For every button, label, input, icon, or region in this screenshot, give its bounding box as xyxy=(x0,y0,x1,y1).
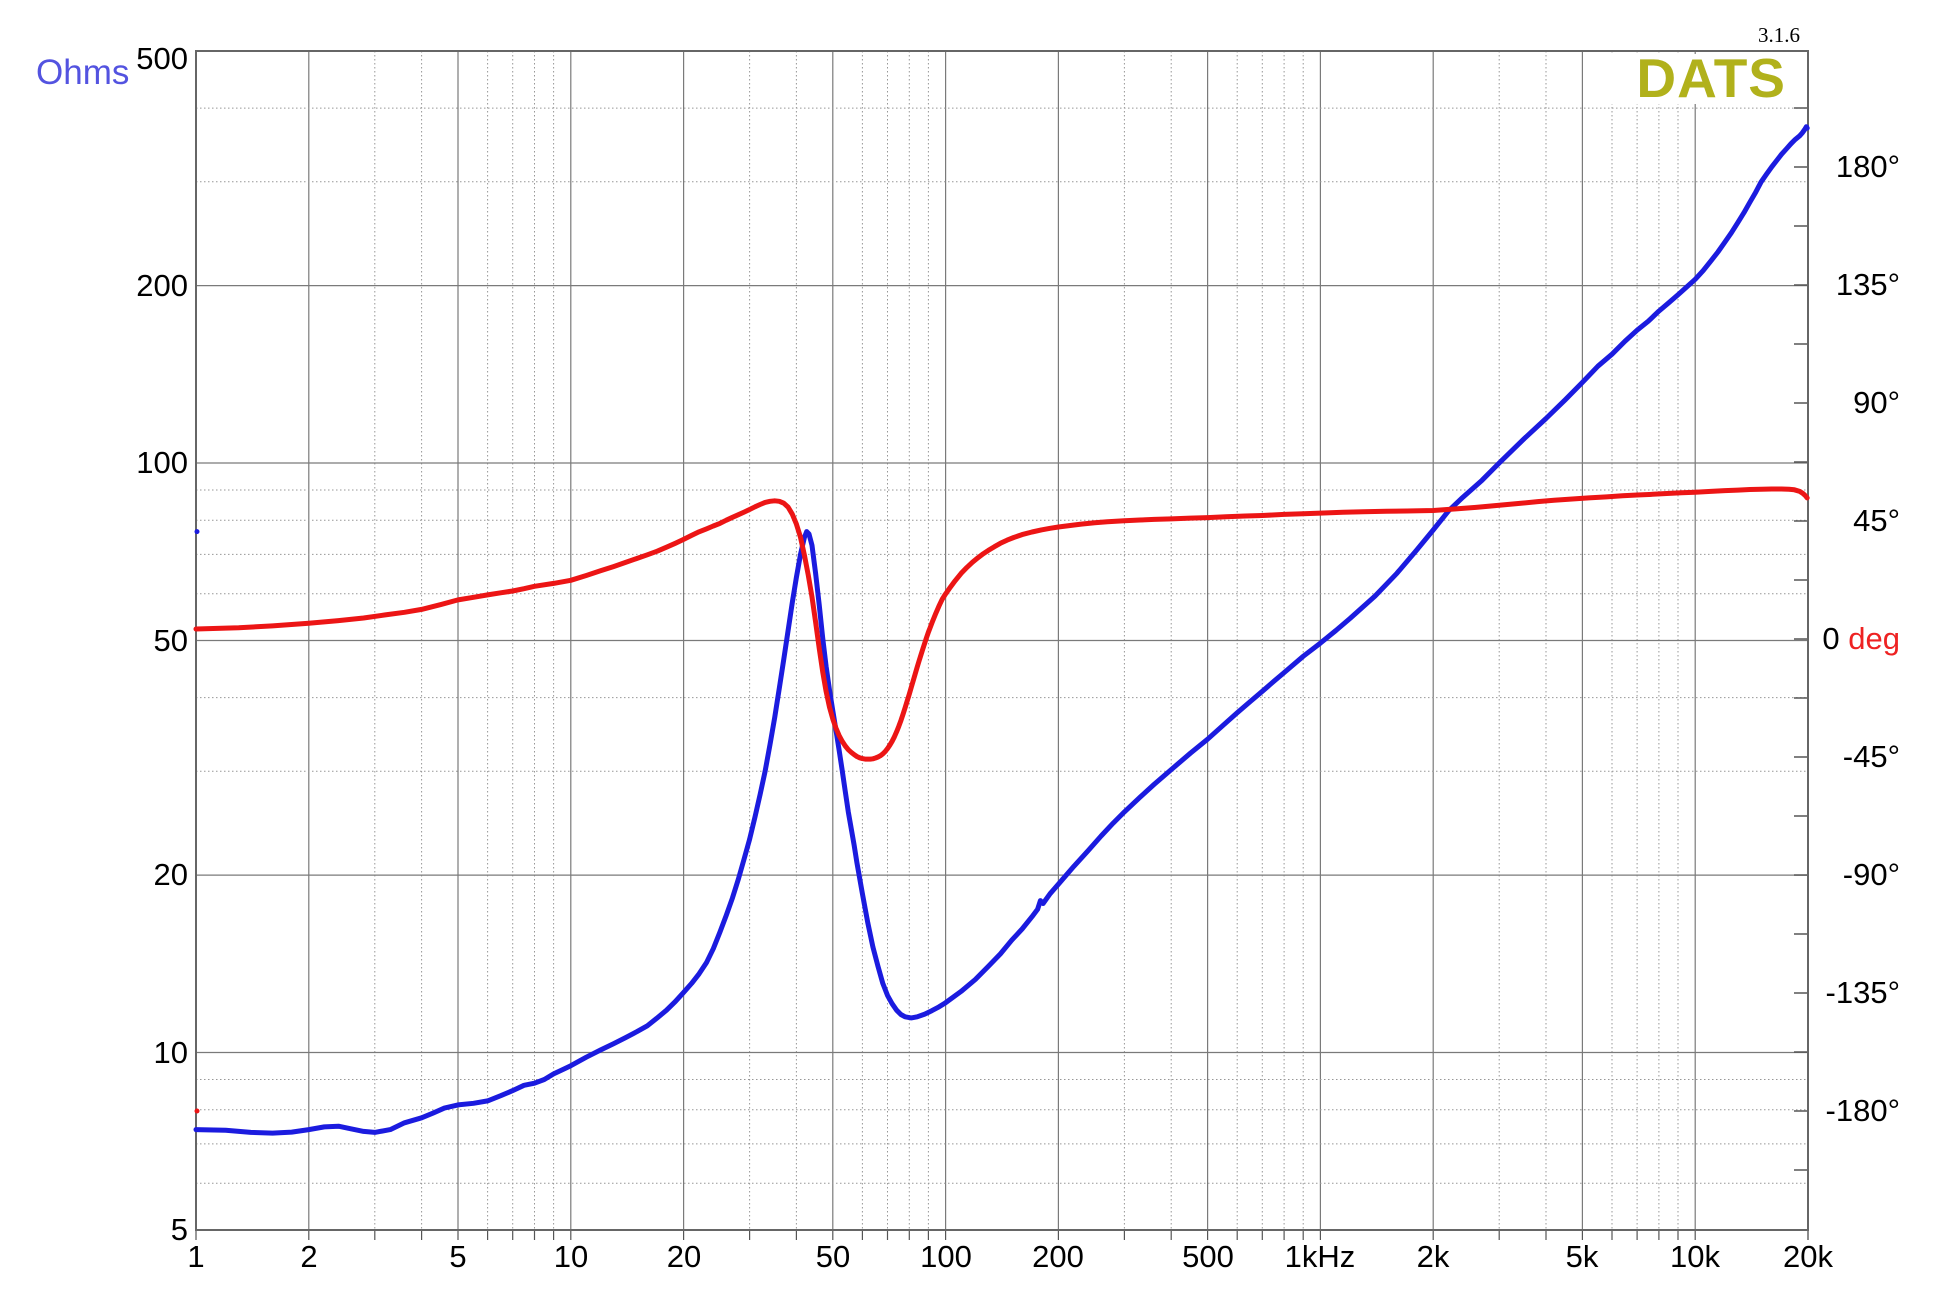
phase-tick-label-0deg: 0 deg xyxy=(1822,621,1900,656)
deg-axis-title: deg xyxy=(1848,621,1900,656)
phase-tick-label-180°: 180° xyxy=(1835,149,1900,184)
plot-border xyxy=(195,50,1809,1231)
x-tick-label-50: 50 xyxy=(815,1239,851,1274)
impedance-stray-dot xyxy=(194,529,200,535)
ohms-tick-label-5: 5 xyxy=(170,1212,188,1247)
version-text: 3.1.6 xyxy=(1758,23,1800,47)
x-tick-label-500: 500 xyxy=(1182,1239,1234,1274)
dats-logo: DATS xyxy=(1596,51,1786,106)
x-tick-label-2: 2 xyxy=(300,1239,318,1274)
x-tick-label-5: 5 xyxy=(449,1239,467,1274)
x-tick-label-100: 100 xyxy=(920,1239,972,1274)
x-tick-label-20: 20 xyxy=(666,1239,702,1274)
x-tick-label-10: 10 xyxy=(553,1239,589,1274)
left-axis-title-ohms: Ohms xyxy=(36,53,130,92)
phase-tick-label-90°: 90° xyxy=(1853,385,1900,420)
phase-curve xyxy=(193,486,1810,762)
ohms-tick-label-50: 50 xyxy=(153,623,188,658)
phase-tick-label--135°: -135° xyxy=(1825,975,1900,1010)
ohms-tick-label-10: 10 xyxy=(153,1035,188,1070)
phase-tick-label-45°: 45° xyxy=(1853,503,1900,538)
x-tick-label-1: 1 xyxy=(187,1239,205,1274)
ohms-tick-label-500: 500 xyxy=(136,41,188,76)
x-tick-label-20k: 20k xyxy=(1783,1239,1833,1274)
phase-stray-dot xyxy=(194,1108,200,1114)
phase-tick-label-135°: 135° xyxy=(1835,267,1900,302)
phase-tick-label--45°: -45° xyxy=(1842,739,1900,774)
x-tick-label-1kHz: 1kHz xyxy=(1284,1239,1356,1274)
ohms-tick-label-200: 200 xyxy=(136,268,188,303)
phase-tick-label--180°: -180° xyxy=(1825,1093,1900,1128)
ohms-tick-label-20: 20 xyxy=(153,857,188,892)
x-tick-label-10k: 10k xyxy=(1670,1239,1720,1274)
x-tick-label-5k: 5k xyxy=(1565,1239,1599,1274)
impedance-curve xyxy=(193,124,1810,1136)
x-tick-label-200: 200 xyxy=(1032,1239,1084,1274)
phase-tick-label--90°: -90° xyxy=(1842,857,1900,892)
ohms-tick-label-100: 100 xyxy=(136,445,188,480)
x-tick-label-2k: 2k xyxy=(1416,1239,1450,1274)
